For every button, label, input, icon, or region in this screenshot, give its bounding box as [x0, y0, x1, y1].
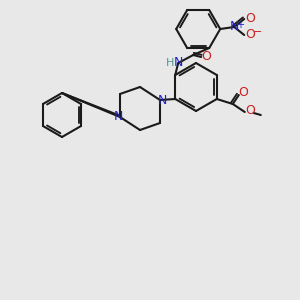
Text: H: H	[166, 58, 174, 68]
Text: O: O	[245, 104, 255, 118]
Text: N: N	[173, 56, 183, 70]
Text: +: +	[236, 20, 244, 30]
Text: O: O	[201, 50, 211, 64]
Text: O: O	[238, 86, 248, 100]
Text: O: O	[245, 28, 255, 41]
Text: O: O	[245, 13, 255, 26]
Text: −: −	[253, 27, 262, 37]
Text: N: N	[157, 94, 167, 106]
Text: N: N	[230, 20, 239, 32]
Text: N: N	[113, 110, 123, 122]
